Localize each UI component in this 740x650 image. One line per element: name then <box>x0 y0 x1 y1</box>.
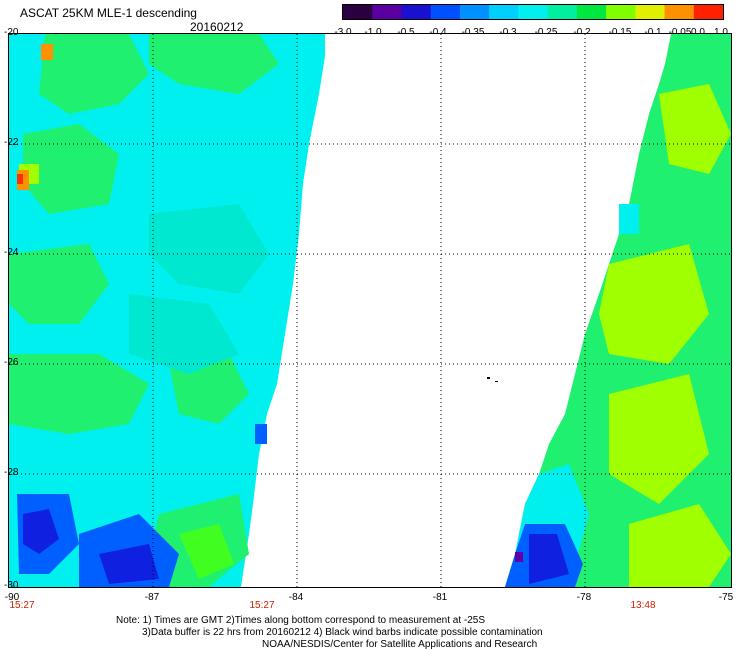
blue-patch <box>255 424 267 444</box>
lat-label: -24 <box>4 247 19 258</box>
colorbar-segment <box>372 5 402 19</box>
lat-label: -30 <box>4 580 19 591</box>
note-line: NOAA/NESDIS/Center for Satellite Applica… <box>262 639 538 650</box>
green-patch <box>179 524 234 579</box>
colorbar-segment <box>518 5 549 19</box>
wind-barb <box>495 381 498 382</box>
green-patch <box>9 244 109 324</box>
lon-label: -81 <box>432 592 448 603</box>
lime-patch <box>609 374 709 504</box>
right-swath <box>505 34 731 587</box>
colorbar-segment <box>343 5 373 19</box>
green-patch <box>39 34 149 114</box>
colorbar <box>342 4 724 20</box>
colorbar-label: -0.05 <box>669 27 692 38</box>
colorbar-segment <box>664 5 695 19</box>
product-title: ASCAT 25KM MLE-1 descending <box>20 6 197 20</box>
colorbar-label: -0.1 <box>644 27 661 38</box>
cyan-edge <box>619 204 639 234</box>
colorbar-label: -0.35 <box>462 27 485 38</box>
lime-patch <box>599 244 709 364</box>
product-date: 20160212 <box>190 20 244 34</box>
lat-label: -28 <box>4 467 19 478</box>
green-patch <box>23 124 119 214</box>
lime-patch <box>659 84 731 174</box>
lat-label: -20 <box>4 27 19 38</box>
colorbar-label: 0.0 <box>691 27 705 38</box>
lon-label: -75 <box>718 592 734 603</box>
purple-spot <box>515 552 523 562</box>
aqua-patch <box>149 204 269 294</box>
colorbar-label: -0.4 <box>429 27 446 38</box>
blue-patch <box>99 544 159 584</box>
lon-label: -87 <box>144 592 160 603</box>
pass-time: 15:27 <box>249 600 275 611</box>
lat-label: -22 <box>4 137 19 148</box>
colorbar-label: -0.25 <box>535 27 558 38</box>
colorbar-segment <box>547 5 578 19</box>
lon-label: -78 <box>576 592 592 603</box>
wind-barbs <box>487 377 498 382</box>
colorbar-segment <box>635 5 666 19</box>
grid-lines <box>9 34 731 587</box>
lon-label: -84 <box>288 592 304 603</box>
map-panel[interactable] <box>8 33 732 588</box>
colorbar-label: -0.5 <box>397 27 414 38</box>
colorbar-segment <box>401 5 432 19</box>
left-swath <box>9 34 325 587</box>
green-patch <box>9 354 149 434</box>
green-patch <box>149 34 279 94</box>
hot-spot <box>17 174 23 184</box>
colorbar-segment <box>576 5 607 19</box>
colorbar-label: -0.3 <box>499 27 516 38</box>
blue-patch <box>529 534 569 584</box>
colorbar-segment <box>693 5 723 19</box>
swath-map <box>9 34 731 587</box>
hot-spot <box>41 44 53 60</box>
colorbar-segment <box>606 5 636 19</box>
blue-patch <box>23 509 59 554</box>
lon-label: -90 <box>4 592 20 603</box>
note-line: Note: 1) Times are GMT 2)Times along bot… <box>116 615 486 626</box>
pass-time: 15:27 <box>9 600 35 611</box>
colorbar-label: -3.0 <box>334 27 351 38</box>
colorbar-labels: -3.0 -1.0 -0.5 -0.4 -0.35 -0.3 -0.25 -0.… <box>330 27 730 39</box>
colorbar-label: -1.0 <box>364 27 381 38</box>
colorbar-label: -0.15 <box>609 27 632 38</box>
aqua-patch <box>129 294 239 374</box>
colorbar-segment <box>489 5 519 19</box>
lat-label: -26 <box>4 357 19 368</box>
colorbar-label: 1.0 <box>714 27 728 38</box>
wind-barb <box>487 377 490 379</box>
colorbar-segment <box>430 5 461 19</box>
lime-patch <box>629 504 731 587</box>
colorbar-segment <box>459 5 490 19</box>
note-line: 3)Data buffer is 22 hrs from 20160212 4)… <box>142 627 543 638</box>
pass-time: 13:48 <box>630 600 656 611</box>
colorbar-label: -0.2 <box>573 27 590 38</box>
